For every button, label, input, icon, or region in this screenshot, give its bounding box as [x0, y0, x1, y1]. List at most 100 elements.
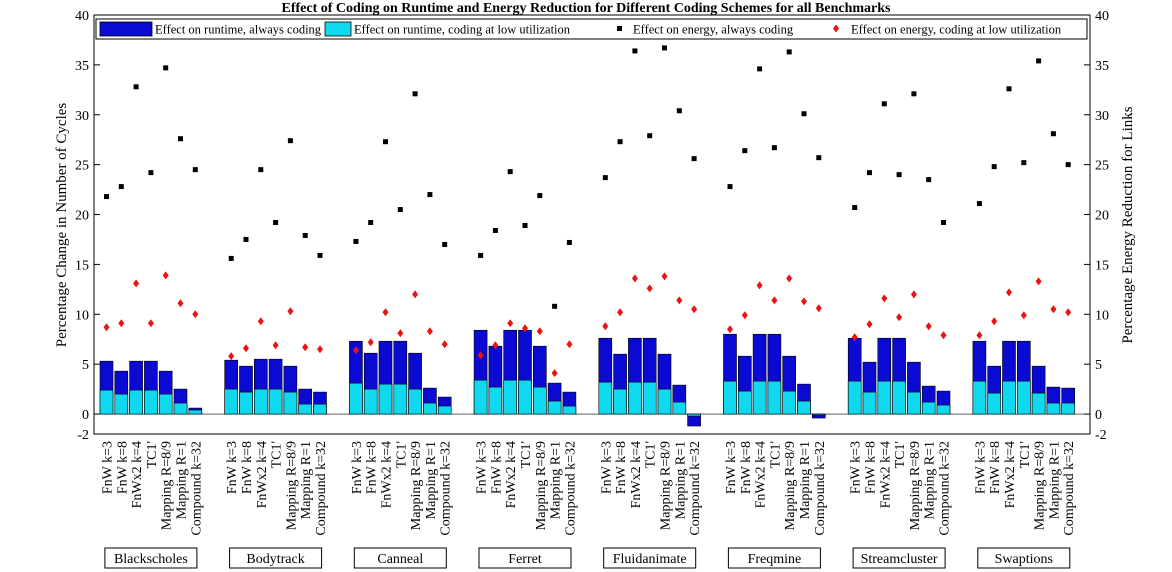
scheme-label: Compound k=32 — [813, 441, 828, 536]
y-tick-label-right: 20 — [1095, 209, 1109, 224]
marker-energy-low — [866, 320, 873, 329]
marker-energy-low — [631, 274, 638, 283]
bar-runtime-low — [99, 389, 114, 415]
marker-energy-always — [492, 227, 498, 233]
scheme-label: TC1' — [768, 441, 783, 468]
y-tick-label-right: 10 — [1095, 308, 1109, 323]
marker-energy-low — [646, 284, 653, 293]
marker-energy-always — [881, 101, 887, 107]
marker-energy-low — [910, 290, 917, 299]
marker-energy-low — [1006, 288, 1012, 297]
bars — [99, 329, 1075, 427]
marker-energy-always — [258, 167, 264, 173]
marker-energy-always — [317, 252, 323, 258]
bar-runtime-low — [752, 380, 767, 415]
scheme-label: FnWx2 k=4 — [878, 441, 893, 508]
bar-runtime-low — [378, 383, 393, 415]
marker-energy-low — [991, 317, 998, 326]
marker-energy-low — [940, 331, 947, 340]
bar-runtime-low — [437, 405, 452, 415]
scheme-label: FnW k=3 — [350, 441, 365, 494]
bar-runtime-low — [224, 388, 238, 415]
scheme-label: FnW k=8 — [240, 441, 255, 494]
bar-runtime-low — [892, 380, 906, 415]
marker-energy-always — [602, 175, 608, 181]
bar-runtime-low — [313, 403, 327, 415]
scheme-label: Mapping R=1 — [175, 441, 190, 519]
scheme-label: Compound k=32 — [439, 441, 454, 536]
bar-runtime-low — [488, 386, 503, 415]
marker-energy-always — [786, 49, 792, 55]
bar-runtime-low — [349, 382, 363, 415]
energy-markers — [103, 45, 1072, 378]
marker-energy-low — [976, 331, 983, 340]
scheme-label: TC1' — [893, 441, 908, 468]
scheme-label: Mapping R=1 — [549, 441, 564, 519]
scheme-label: FnW k=3 — [225, 441, 240, 494]
y-tick-label-left: 40 — [75, 9, 89, 24]
y-tick-label-left: -2 — [77, 428, 89, 443]
y-axis-label-left: Percentage Change in Number of Cycles — [54, 103, 70, 348]
benchmark-label-box — [353, 547, 447, 569]
marker-energy-always — [478, 252, 484, 258]
marker-energy-always — [397, 207, 403, 213]
scheme-label: FnW k=8 — [739, 441, 754, 494]
bar-runtime-low — [767, 380, 782, 415]
scheme-label: Mapping R=8/9 — [783, 441, 798, 530]
legend-swatch-runtime-low — [324, 21, 352, 37]
marker-energy-low — [925, 322, 932, 331]
marker-energy-always — [228, 255, 234, 261]
marker-energy-always — [148, 170, 154, 176]
benchmark-label-box — [229, 547, 323, 569]
scheme-label: Mapping R=1 — [299, 441, 314, 519]
y-tick-label-right: 25 — [1095, 159, 1109, 174]
bar-runtime-low — [921, 401, 936, 415]
marker-energy-always — [273, 220, 279, 226]
bar-runtime-low — [642, 381, 657, 415]
scheme-label: Mapping R=8/9 — [409, 441, 424, 530]
marker-energy-low — [741, 311, 748, 320]
marker-energy-low — [522, 324, 528, 333]
legend-label-runtime-always: Effect on runtime, always coding — [155, 23, 322, 37]
bar-runtime-low — [782, 390, 797, 415]
marker-energy-low — [382, 308, 389, 317]
benchmark-label: Fluidanimate — [613, 552, 687, 567]
bar-runtime-low — [268, 388, 283, 415]
marker-energy-always — [537, 193, 543, 199]
legend-swatch-runtime-always — [99, 21, 153, 37]
scheme-label: TC1' — [1018, 441, 1033, 468]
marker-energy-always — [867, 170, 872, 176]
marker-energy-always — [941, 220, 946, 226]
marker-energy-low — [412, 290, 419, 299]
marker-energy-low — [881, 294, 888, 303]
bar-runtime-low — [1016, 380, 1031, 415]
benchmark-label-box — [603, 547, 697, 569]
scheme-label: Mapping R=8/9 — [1033, 441, 1048, 530]
marker-energy-always — [368, 220, 374, 226]
benchmark-label: Streamcluster — [861, 552, 938, 567]
scheme-label: FnW k=3 — [849, 441, 864, 494]
marker-energy-always — [926, 177, 932, 183]
y-tick-label-right: 30 — [1095, 109, 1109, 124]
bar-runtime-low — [847, 380, 862, 415]
marker-energy-always — [801, 111, 807, 117]
y-tick-label-left: 5 — [82, 358, 89, 373]
marker-energy-always — [163, 65, 169, 71]
bar-runtime-low — [972, 380, 987, 415]
scheme-label: FnWx2 k=4 — [754, 441, 769, 508]
marker-energy-low — [147, 319, 154, 328]
marker-energy-low — [617, 308, 624, 317]
legend-marker-energy-always — [617, 26, 622, 31]
marker-energy-always — [507, 169, 513, 175]
scheme-labels: FnW k=3 FnW k=8 FnWx2 k=4 TC1' Mapping R=8/9… — [101, 441, 1078, 536]
y-tick-label-right: -2 — [1095, 428, 1107, 443]
benchmark-label-box — [727, 547, 821, 569]
y-axis-label-right: Percentage Energy Reduction for Links — [1120, 106, 1136, 343]
y-tick-label-left: 15 — [75, 258, 89, 273]
marker-energy-always — [552, 303, 558, 309]
bar-runtime-low — [613, 388, 627, 415]
bar-runtime-low — [877, 380, 892, 415]
marker-energy-always — [896, 172, 902, 178]
marker-energy-always — [691, 156, 697, 162]
bar-runtime-low — [473, 379, 488, 415]
